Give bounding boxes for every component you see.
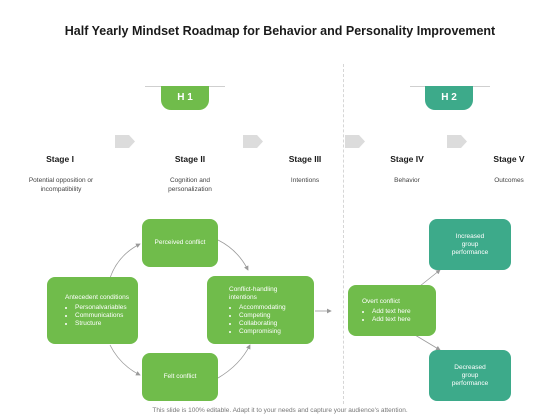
half-divider — [343, 64, 344, 404]
stage-3-desc: Intentions — [290, 177, 320, 184]
intentions-title: Conflict-handling intentions — [229, 286, 278, 301]
stage-chevron — [345, 135, 365, 148]
antecedent-item: Personalvariables — [75, 304, 138, 312]
stage-1-title: Stage I — [46, 154, 74, 164]
page-title: Half Yearly Mindset Roadmap for Behavior… — [64, 24, 496, 38]
antecedent-item: Communications — [75, 312, 138, 320]
perceived-conflict-label: Perceived conflict — [154, 239, 206, 246]
arrow-felt-to-intentions — [217, 344, 251, 379]
stage-4-title: Stage IV — [390, 154, 424, 164]
stage-chevron — [243, 135, 263, 148]
stage-chevron — [115, 135, 135, 148]
stage-4-desc: Behavior — [394, 177, 420, 184]
overt-conflict-box: Overt conflict Add text here Add text he… — [348, 285, 436, 336]
stage-5-title: Stage V — [493, 154, 525, 164]
perceived-conflict-box: Perceived conflict — [142, 219, 218, 267]
increased-performance-box: Increased group performance — [429, 219, 511, 270]
stage-1-desc: Potential opposition or incompatibility — [28, 177, 94, 193]
intentions-item: Competing — [239, 312, 314, 320]
intentions-item: Compromising — [239, 328, 314, 336]
overt-item: Add text here — [372, 308, 436, 316]
stage-3-title: Stage III — [288, 154, 322, 164]
overt-title: Overt conflict — [362, 298, 400, 305]
intentions-item: Accommodating — [239, 304, 314, 312]
antecedent-conditions-box: Antecedent conditions Personalvariables … — [47, 277, 138, 344]
h2-badge: H 2 — [425, 86, 473, 110]
arrow-perceived-to-intentions — [217, 239, 249, 271]
decreased-performance-label: Decreased group performance — [451, 363, 489, 387]
stage-2-desc: Cognition and personalization — [168, 177, 212, 193]
arrow-antecedent-to-felt — [109, 344, 141, 376]
conflict-handling-intentions-box: Conflict-handling intentions Accommodati… — [207, 276, 314, 344]
felt-conflict-label: Felt conflict — [163, 373, 197, 380]
felt-conflict-box: Felt conflict — [142, 353, 218, 401]
overt-item: Add text here — [372, 316, 436, 324]
arrow-overt-to-decreased — [414, 334, 441, 351]
stage-5-desc: Outcomes — [494, 177, 524, 184]
antecedent-item: Structure — [75, 320, 138, 328]
h1-badge: H 1 — [161, 86, 209, 110]
increased-performance-label: Increased group performance — [451, 232, 489, 256]
antecedent-title: Antecedent conditions — [65, 294, 129, 301]
stage-chevron — [447, 135, 467, 148]
stage-2-title: Stage II — [174, 154, 206, 164]
footer-note: This slide is 100% editable. Adapt it to… — [152, 407, 408, 414]
intentions-item: Collaborating — [239, 320, 314, 328]
decreased-performance-box: Decreased group performance — [429, 350, 511, 401]
arrow-antecedent-to-perceived — [109, 243, 141, 279]
